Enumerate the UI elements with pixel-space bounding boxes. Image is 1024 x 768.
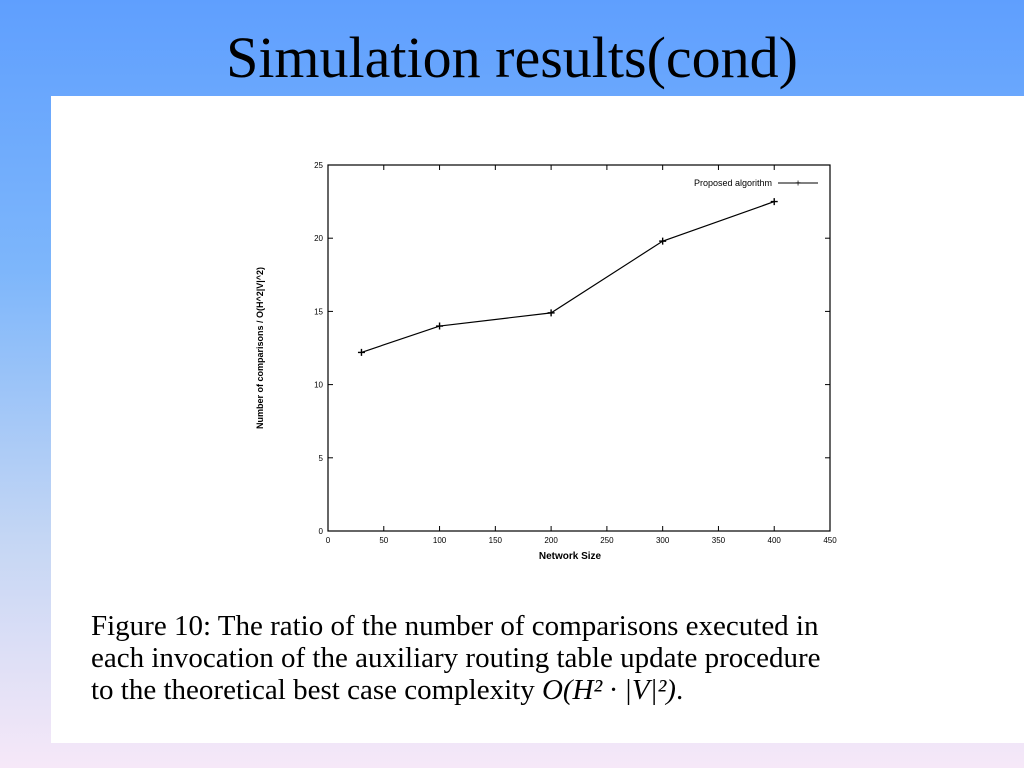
y-tick-label: 10 — [314, 381, 323, 390]
data-point — [770, 198, 778, 206]
x-tick-label: 350 — [712, 536, 726, 545]
x-tick-label: 200 — [544, 536, 558, 545]
y-tick-label: 5 — [319, 454, 324, 463]
x-tick-label: 150 — [489, 536, 503, 545]
x-tick-label: 0 — [326, 536, 331, 545]
legend-marker: + — [795, 179, 801, 190]
caption-line-3: to the theoretical best case complexity … — [91, 674, 1016, 706]
legend: Proposed algorithm + — [694, 178, 818, 190]
content-panel: 0 5 10 15 20 25 0 50 100 150 200 250 300 350 400 450 P… — [51, 96, 1024, 743]
y-tick-label: 20 — [314, 234, 323, 243]
complexity-formula: O(H² · |V|²) — [541, 674, 676, 706]
caption-line-3-end: . — [675, 674, 684, 706]
line-chart: 0 5 10 15 20 25 0 50 100 150 200 250 300 350 400 450 P… — [255, 161, 837, 562]
x-tick-label: 400 — [768, 536, 782, 545]
data-point — [547, 309, 555, 317]
caption-line-3-text: to the theoretical best case complexity — [91, 674, 542, 706]
plot-frame — [327, 164, 831, 532]
slide-title: Simulation results(cond) — [226, 25, 798, 90]
x-tick-label: 100 — [433, 536, 447, 545]
data-point — [659, 237, 667, 245]
series-layer — [357, 198, 778, 356]
x-axis-ticks: 0 50 100 150 200 250 300 350 400 450 — [326, 165, 837, 545]
data-point — [357, 348, 365, 356]
y-tick-label: 25 — [314, 161, 323, 170]
x-axis-label: Network Size — [539, 551, 602, 562]
y-axis-ticks: 0 5 10 15 20 25 — [314, 161, 830, 536]
data-point — [436, 322, 444, 330]
caption-line-1: Figure 10: The ratio of the number of co… — [91, 610, 819, 642]
x-tick-label: 50 — [379, 536, 388, 545]
y-tick-label: 0 — [319, 527, 324, 536]
caption-line-2: each invocation of the auxiliary routing… — [91, 642, 821, 674]
y-axis-label: Number of comparisons / O(H^2|V|^2) — [255, 267, 265, 429]
x-tick-label: 450 — [823, 536, 837, 545]
x-tick-label: 300 — [656, 536, 670, 545]
series-line — [361, 201, 775, 353]
figure-caption: Figure 10: The ratio of the number of co… — [91, 610, 1016, 706]
y-tick-label: 15 — [314, 307, 323, 316]
legend-label: Proposed algorithm — [694, 178, 772, 188]
x-tick-label: 250 — [600, 536, 614, 545]
